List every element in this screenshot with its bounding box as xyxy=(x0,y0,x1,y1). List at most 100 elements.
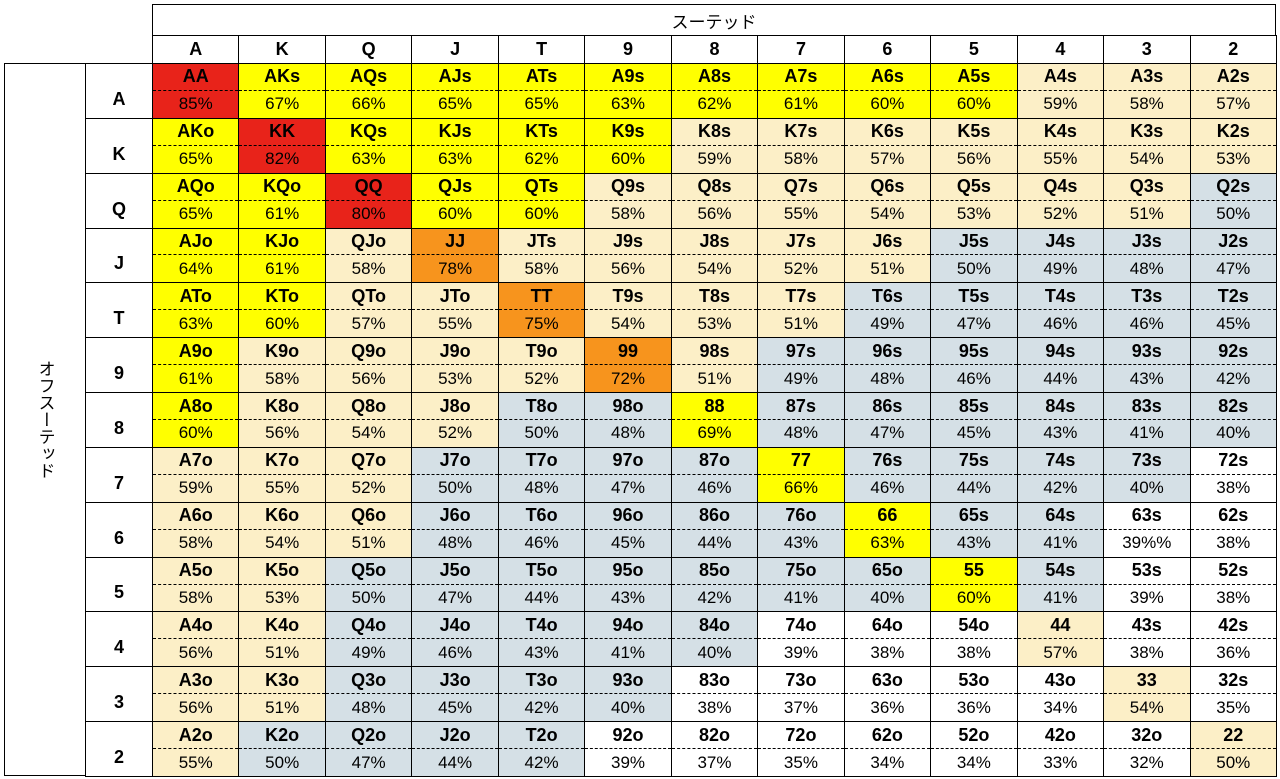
hand-name: 65s xyxy=(931,503,1017,530)
hand-cell: T2s 45% xyxy=(1189,282,1277,339)
hand-name: 87s xyxy=(758,393,844,420)
hand-cell: J6o 48% xyxy=(411,501,499,558)
hand-name: 85o xyxy=(671,558,758,585)
row-rank: T xyxy=(85,282,153,339)
hand-name: A2o xyxy=(153,722,239,750)
hand-cell: Q2o 47% xyxy=(324,721,413,777)
hand-cell: Q4s 52% xyxy=(1016,172,1105,229)
hand-name: K9s xyxy=(585,119,671,146)
hand-name: Q3s xyxy=(1104,174,1190,201)
hand-cell: 97s 49% xyxy=(757,337,845,394)
hand-name: A7s xyxy=(758,64,844,91)
hand-percent: 39% xyxy=(611,752,646,772)
column-rank: K xyxy=(238,35,326,64)
hand-percent: 61% xyxy=(178,368,213,388)
hand-percent: 56% xyxy=(611,258,646,278)
row-rank: 8 xyxy=(85,392,153,448)
hand-cell: 73o 37% xyxy=(757,666,845,723)
hand-percent: 56% xyxy=(178,697,213,717)
hand-name: J8s xyxy=(671,229,758,256)
hand-cell: 63s 39%% xyxy=(1103,501,1191,558)
hand-cell: J3s 48% xyxy=(1103,227,1191,284)
hand-name: 72s xyxy=(1190,448,1276,475)
hand-cell: 53o 36% xyxy=(930,666,1018,723)
hand-percent: 35% xyxy=(783,752,818,772)
hand-percent: 43% xyxy=(611,587,646,607)
hand-name: 76s xyxy=(844,448,931,475)
hand-percent: 47% xyxy=(956,313,991,333)
hand-cell: 96s 48% xyxy=(843,337,932,394)
hand-cell: Q3o 48% xyxy=(324,666,413,723)
hand-percent: 39% xyxy=(1129,587,1164,607)
hand-name: J4s xyxy=(1017,229,1104,256)
hand-percent: 52% xyxy=(783,258,818,278)
hand-name: T6o xyxy=(498,503,585,530)
hand-percent: 53% xyxy=(956,204,991,224)
hand-percent: 49% xyxy=(783,368,818,388)
hand-cell: 42o 33% xyxy=(1016,721,1105,777)
hand-name: A2s xyxy=(1190,64,1276,91)
hand-name: 83s xyxy=(1104,393,1190,420)
hand-name: K8s xyxy=(671,119,758,146)
hand-name: K4s xyxy=(1017,119,1104,146)
hand-name: A8s xyxy=(671,64,758,91)
hand-percent: 46% xyxy=(870,478,905,498)
hand-cell: A4o 56% xyxy=(152,611,240,668)
hand-name: T8o xyxy=(498,393,585,420)
hand-name: AJs xyxy=(412,64,498,91)
hand-name: QJs xyxy=(412,174,498,201)
hand-name: AKs xyxy=(239,64,325,91)
row-rank: J xyxy=(85,227,153,284)
hand-cell: KTo 60% xyxy=(238,282,326,339)
hand-cell: ATo 63% xyxy=(152,282,240,339)
hand-cell: T3o 42% xyxy=(497,666,586,723)
hand-name: 97s xyxy=(758,338,844,366)
hand-name: K2s xyxy=(1190,119,1276,146)
hand-percent: 41% xyxy=(611,642,646,662)
hand-percent: 58% xyxy=(524,258,559,278)
row-rank: K xyxy=(85,117,153,174)
hand-percent: 65% xyxy=(178,204,213,224)
hand-name: 93o xyxy=(585,667,671,695)
hand-cell: 94s 44% xyxy=(1016,337,1105,394)
hand-cell: 86o 44% xyxy=(670,501,759,558)
hand-percent: 78% xyxy=(438,258,473,278)
hand-percent: 37% xyxy=(783,697,818,717)
hand-name: 94s xyxy=(1017,338,1104,366)
hand-percent: 45% xyxy=(438,697,473,717)
offsuit-header: オフスーテッド xyxy=(4,63,86,776)
hand-percent: 42% xyxy=(524,752,559,772)
hand-cell: 93s 43% xyxy=(1103,337,1191,394)
hand-percent: 36% xyxy=(1216,642,1251,662)
hand-percent: 34% xyxy=(870,752,905,772)
hand-percent: 36% xyxy=(956,697,991,717)
hand-percent: 49% xyxy=(1043,258,1078,278)
column-rank: 7 xyxy=(757,35,845,64)
hand-cell: J2o 44% xyxy=(411,721,499,777)
hand-percent: 50% xyxy=(1216,752,1251,772)
hand-cell: K6o 54% xyxy=(238,501,326,558)
hand-name: 76o xyxy=(758,503,844,530)
hand-percent: 47% xyxy=(1216,258,1251,278)
hand-cell: T2o 42% xyxy=(497,721,586,777)
hand-percent: 40% xyxy=(697,642,732,662)
hand-name: KTo xyxy=(239,283,325,311)
hand-cell: 64o 38% xyxy=(843,611,932,668)
hand-name: Q8o xyxy=(325,393,412,420)
hand-name: K2o xyxy=(239,722,325,750)
hand-percent: 62% xyxy=(524,149,559,169)
hand-percent: 85% xyxy=(178,94,213,114)
hand-cell: 43o 34% xyxy=(1016,666,1105,723)
hand-name: 32o xyxy=(1104,722,1190,750)
column-rank: T xyxy=(497,35,586,64)
hand-percent: 65% xyxy=(524,94,559,114)
hand-cell: 84o 40% xyxy=(670,611,759,668)
hand-name: Q4o xyxy=(325,612,412,640)
hand-name: T9o xyxy=(498,338,585,366)
hand-percent: 49% xyxy=(870,313,905,333)
hand-percent: 60% xyxy=(524,204,559,224)
hand-cell: 93o 40% xyxy=(584,666,672,723)
hand-cell: A5o 58% xyxy=(152,556,240,613)
hand-percent: 51% xyxy=(351,533,386,553)
